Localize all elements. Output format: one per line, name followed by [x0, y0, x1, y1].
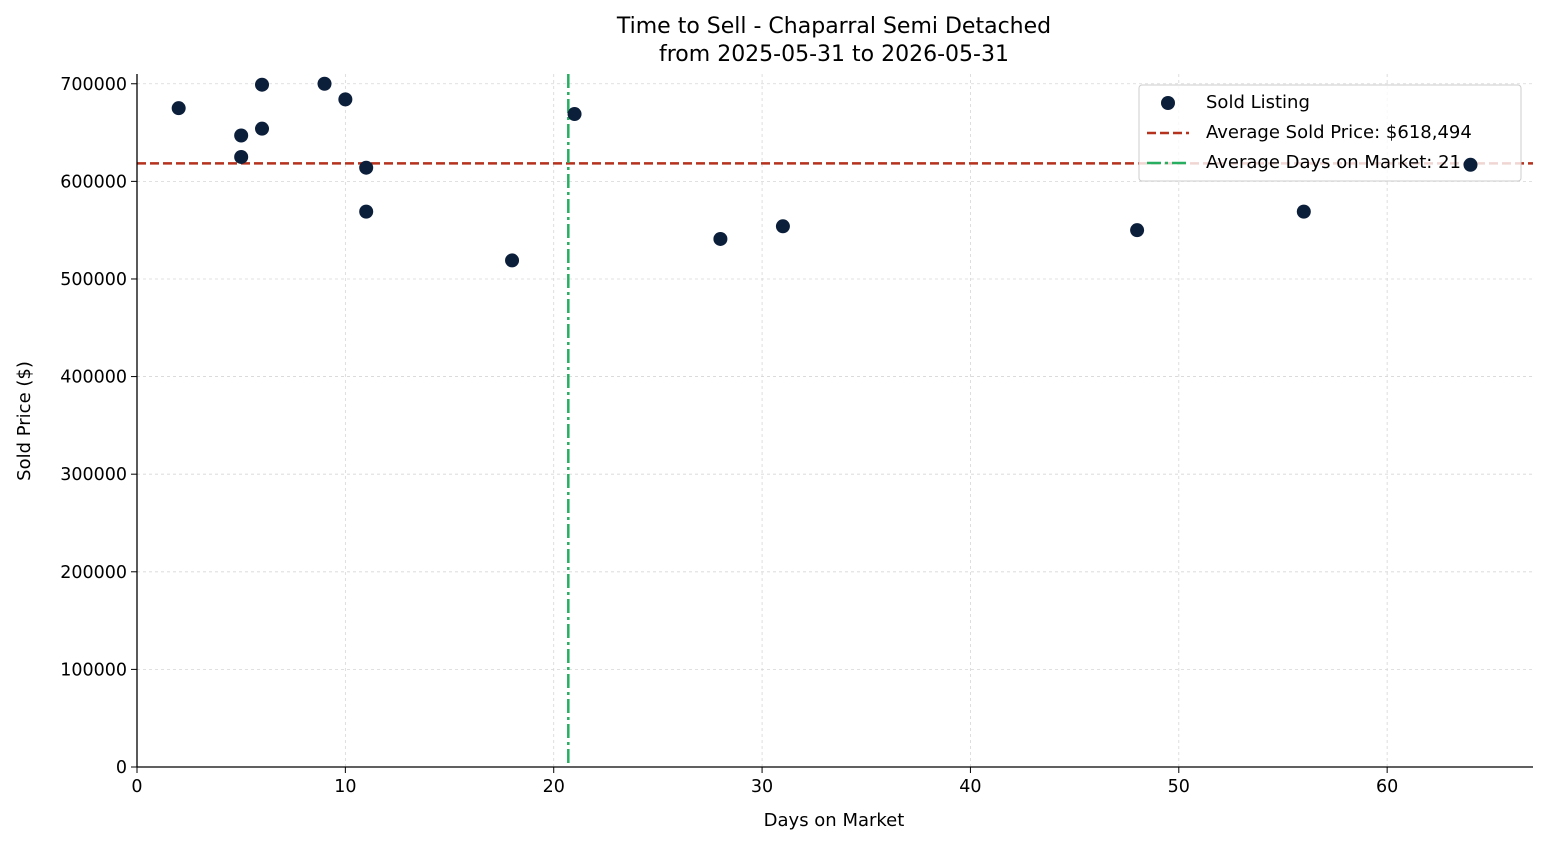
- data-point: [775, 219, 790, 234]
- data-point: [359, 204, 374, 219]
- data-point: [1296, 204, 1311, 219]
- y-tick-label: 0: [116, 758, 127, 778]
- data-point: [171, 101, 186, 116]
- y-tick-label: 300000: [60, 465, 127, 485]
- overlay-points: [1463, 157, 1478, 172]
- x-tick-label: 10: [334, 777, 356, 797]
- y-tick-label: 400000: [60, 368, 127, 388]
- legend-label-avg-days: Average Days on Market: 21: [1206, 152, 1461, 173]
- data-point: [1130, 223, 1145, 238]
- y-tick-label: 700000: [60, 75, 127, 95]
- x-tick-label: 40: [959, 777, 981, 797]
- data-point: [317, 76, 332, 91]
- data-point: [567, 107, 582, 122]
- y-tick-label: 500000: [60, 270, 127, 290]
- x-axis-label: Days on Market: [764, 810, 905, 831]
- data-point: [338, 92, 353, 107]
- data-point: [234, 128, 249, 143]
- data-point: [1463, 157, 1478, 172]
- axes: [131, 74, 1533, 773]
- legend-box: [1138, 84, 1522, 182]
- data-points: [171, 76, 1311, 268]
- y-axis-label: Sold Price ($): [14, 361, 35, 481]
- data-point: [234, 149, 249, 164]
- x-tick-label: 50: [1168, 777, 1190, 797]
- y-tick-label: 100000: [60, 660, 127, 680]
- x-tick-label: 60: [1376, 777, 1398, 797]
- legend-marker-sold-listing: [1161, 96, 1175, 110]
- data-point: [359, 160, 374, 175]
- x-tick-label: 0: [131, 777, 142, 797]
- data-point: [255, 77, 270, 92]
- legend: Sold Listing Average Sold Price: $618,49…: [1138, 84, 1522, 182]
- legend-label-avg-price: Average Sold Price: $618,494: [1206, 122, 1472, 143]
- tick-labels: 0 10 20 30 40 50 60 0 100000 200000 300000 400000 50…: [60, 75, 1398, 797]
- x-tick-label: 20: [543, 777, 565, 797]
- y-tick-label: 600000: [60, 172, 127, 192]
- data-point: [713, 231, 728, 246]
- chart-subtitle: from 2025-05-31 to 2026-05-31: [659, 42, 1009, 67]
- x-tick-label: 30: [751, 777, 773, 797]
- chart-title: Time to Sell - Chaparral Semi Detached: [616, 14, 1051, 39]
- data-point: [255, 121, 270, 136]
- y-tick-label: 200000: [60, 563, 127, 583]
- data-point: [505, 253, 520, 268]
- legend-label-sold-listing: Sold Listing: [1206, 92, 1310, 113]
